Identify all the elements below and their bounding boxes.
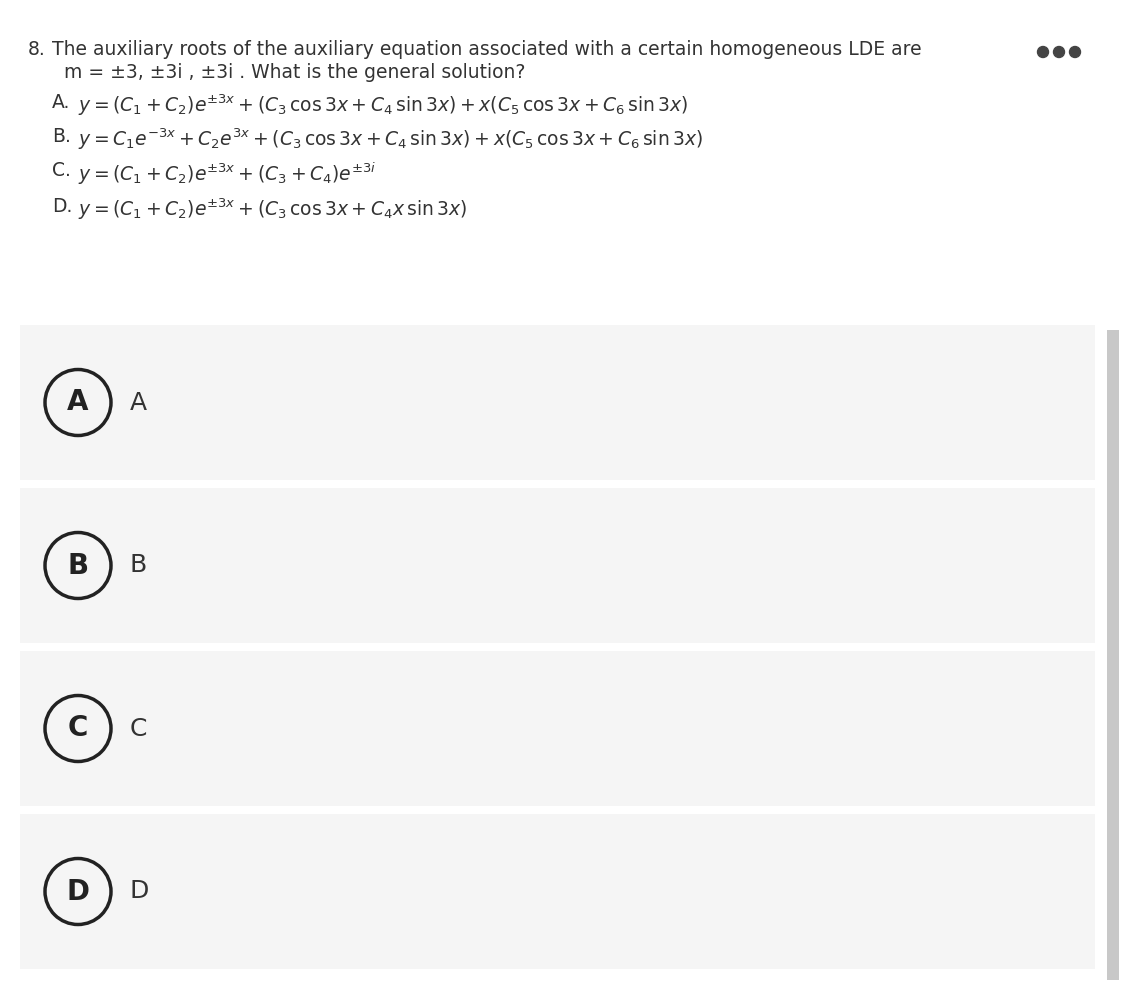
Text: $y = (C_1+C_2)e^{\pm 3x} + (C_3\,\mathrm{cos}\,3x + C_4 x\,\mathrm{sin}\,3x)$: $y = (C_1+C_2)e^{\pm 3x} + (C_3\,\mathrm…	[78, 197, 467, 223]
Text: B.: B.	[52, 127, 71, 146]
Bar	[1107, 330, 1119, 980]
Circle shape	[1053, 46, 1064, 58]
Text: A: A	[68, 388, 89, 417]
Text: $y = (C_1+C_2)e^{\pm 3x} + (C_3 + C_4)e^{\pm 3i}$: $y = (C_1+C_2)e^{\pm 3x} + (C_3 + C_4)e^…	[78, 161, 377, 187]
Text: $y = (C_1+C_2)e^{\pm 3x} + (C_3\,\mathrm{cos}\,3x + C_4\,\mathrm{sin}\,3x) + x(C: $y = (C_1+C_2)e^{\pm 3x} + (C_3\,\mathrm…	[78, 93, 688, 119]
FancyBboxPatch shape	[20, 651, 1095, 806]
Text: m = ±3, ±3i , ±3i . What is the general solution?: m = ±3, ±3i , ±3i . What is the general …	[64, 63, 525, 82]
FancyBboxPatch shape	[20, 325, 1095, 480]
Text: C.: C.	[52, 161, 71, 180]
Text: D: D	[130, 880, 150, 904]
FancyBboxPatch shape	[20, 488, 1095, 643]
Text: 8.: 8.	[28, 40, 46, 59]
Text: $y = C_1e^{-3x} + C_2e^{3x} + (C_3\,\mathrm{cos}\,3x + C_4\,\mathrm{sin}\,3x) + : $y = C_1e^{-3x} + C_2e^{3x} + (C_3\,\mat…	[78, 127, 703, 152]
Text: D.: D.	[52, 197, 72, 216]
Text: B: B	[68, 551, 89, 580]
Text: The auxiliary roots of the auxiliary equation associated with a certain homogene: The auxiliary roots of the auxiliary equ…	[52, 40, 921, 59]
Text: D: D	[66, 877, 90, 905]
Text: A: A	[130, 390, 147, 415]
Text: C: C	[68, 714, 88, 743]
Circle shape	[1070, 46, 1080, 58]
Text: A.: A.	[52, 93, 71, 112]
Text: B: B	[130, 553, 147, 578]
Circle shape	[1037, 46, 1048, 58]
Text: C: C	[130, 716, 147, 741]
FancyBboxPatch shape	[20, 814, 1095, 969]
